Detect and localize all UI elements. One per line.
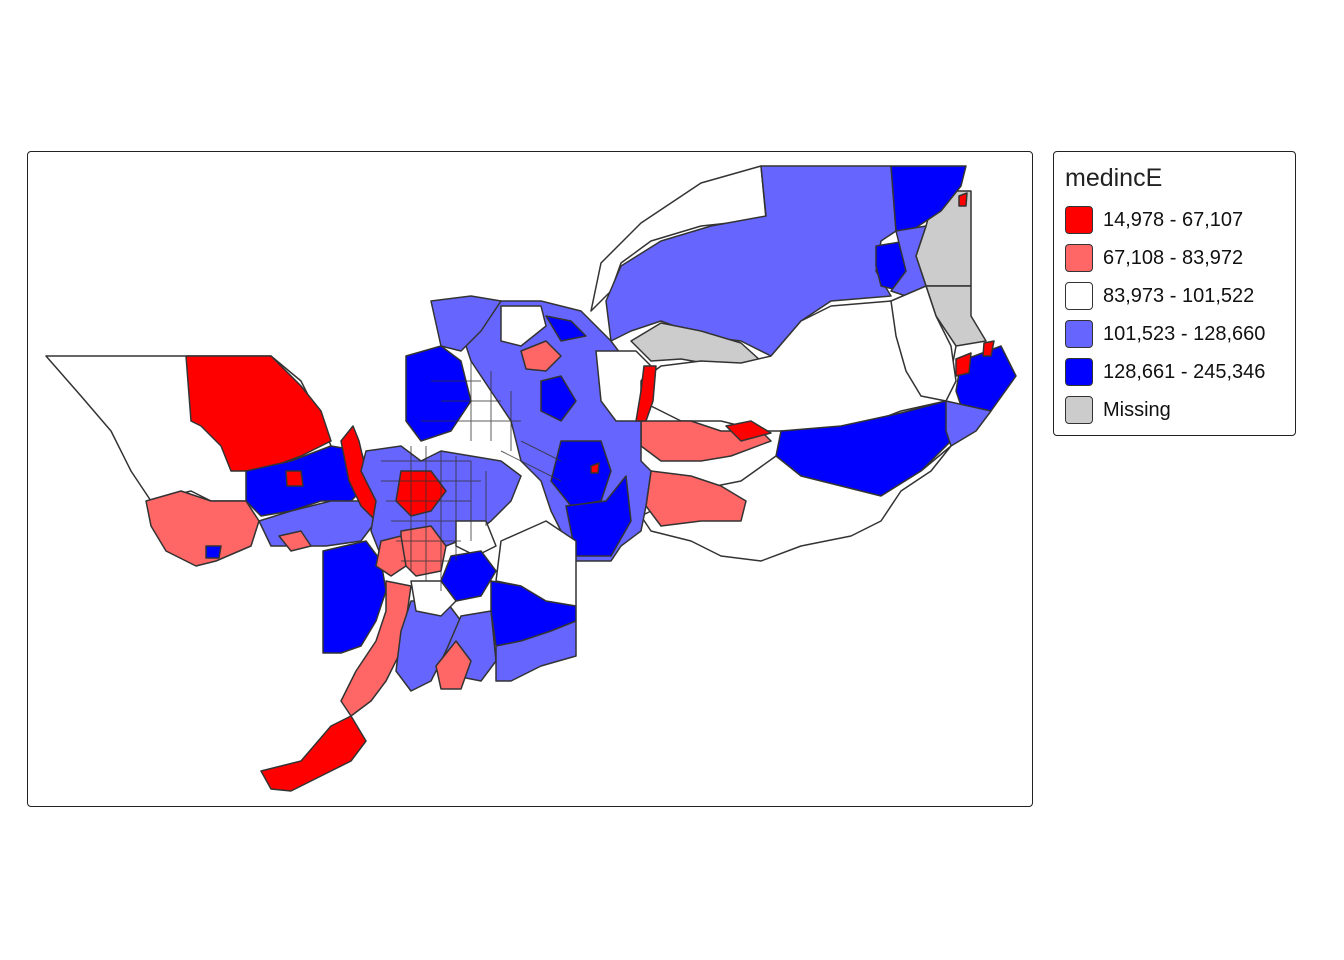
region-lightblue [395, 600, 462, 692]
region-salmon [375, 535, 407, 577]
region-white [495, 520, 577, 607]
region-salmon [645, 470, 747, 527]
legend-swatch [1065, 358, 1093, 386]
legend-item: 128,661 - 245,346 [1065, 356, 1290, 388]
region-salmon [145, 490, 260, 567]
region-red [955, 352, 972, 377]
region-red [590, 462, 600, 474]
region-white [890, 285, 957, 402]
region-red [725, 420, 772, 442]
region-darkblue [322, 540, 387, 654]
legend-item: Missing [1065, 394, 1290, 426]
region-salmon [435, 640, 472, 690]
legend-label: 14,978 - 67,107 [1103, 209, 1244, 231]
region-darkblue [405, 345, 472, 442]
region-red [982, 340, 995, 357]
legend-item: 14,978 - 67,107 [1065, 204, 1290, 236]
legend-swatch [1065, 244, 1093, 272]
legend-label: Missing [1103, 399, 1171, 421]
legend-label: 101,523 - 128,660 [1103, 323, 1266, 345]
map-panel [27, 151, 1033, 807]
legend-item: 101,523 - 128,660 [1065, 318, 1290, 350]
region-lightblue [495, 620, 577, 682]
region-darkblue [430, 295, 502, 352]
legend-swatch [1065, 206, 1093, 234]
legend-label: 67,108 - 83,972 [1103, 247, 1244, 269]
legend-swatch [1065, 282, 1093, 310]
legend-item: 67,108 - 83,972 [1065, 242, 1290, 274]
region-darkblue [545, 315, 587, 342]
region-salmon [278, 530, 312, 552]
choropleth-map [45, 165, 1017, 792]
map-legend: medincE 14,978 - 67,107 67,108 - 83,972 … [1053, 151, 1296, 436]
region-darkblue [205, 545, 222, 559]
legend-label: 83,973 - 101,522 [1103, 285, 1255, 307]
region-red [285, 470, 304, 487]
region-darkblue [540, 375, 577, 422]
tract-boundaries [381, 361, 562, 591]
region-red [635, 365, 657, 422]
region-red [958, 192, 968, 207]
region-white [640, 445, 952, 562]
region-lightblue [945, 400, 992, 447]
region-red [260, 715, 367, 792]
region-white [590, 165, 767, 312]
legend-swatch [1065, 396, 1093, 424]
legend-item: 83,973 - 101,522 [1065, 280, 1290, 312]
region-white [500, 305, 547, 347]
legend-label: 128,661 - 245,346 [1103, 361, 1266, 383]
legend-swatch [1065, 320, 1093, 348]
region-white [410, 580, 457, 617]
region-salmon [520, 340, 562, 372]
legend-title: medincE [1065, 164, 1163, 192]
region-white [455, 520, 497, 557]
